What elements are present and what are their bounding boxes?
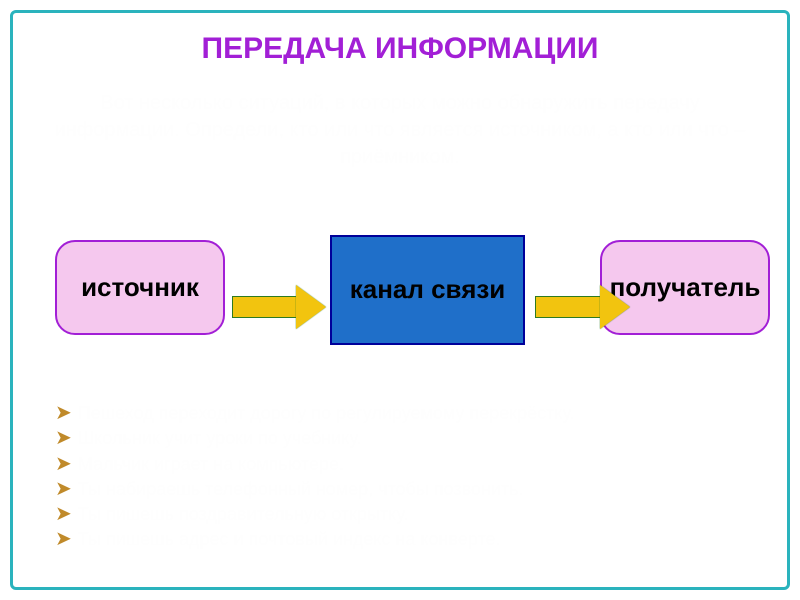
intro-paragraph: Вот несколько ситуаций, в которых можно … xyxy=(50,90,750,171)
chevron-right-icon: ➤ xyxy=(55,401,72,425)
chevron-right-icon: ➤ xyxy=(55,527,72,551)
flow-node-channel: канал связи xyxy=(330,235,525,345)
bullet-text: Мальчик играет на компьютере. xyxy=(78,452,344,476)
bullet-item: ➤Ты пишешь адрес и почтовый индекс на ко… xyxy=(55,527,760,551)
chevron-right-icon: ➤ xyxy=(55,477,72,501)
flow-arrow-1 xyxy=(232,285,326,329)
bullet-text: Пешеход переходит дорогу по регулируемом… xyxy=(78,401,575,425)
bullet-text: Ты пишешь адрес и почтовый индекс на кон… xyxy=(78,527,501,551)
chevron-right-icon: ➤ xyxy=(55,502,72,526)
flow-arrow-2 xyxy=(535,285,630,329)
bullet-item: ➤Ты пишешь поздравительную открытку. xyxy=(55,502,760,526)
chevron-right-icon: ➤ xyxy=(55,426,72,450)
flow-node-source: источник xyxy=(55,240,225,335)
bullet-text: Ты набираешь телефонный номер, чтобы поз… xyxy=(78,477,524,501)
flow-diagram: источникканал связиполучатель xyxy=(40,235,775,375)
chevron-right-icon: ➤ xyxy=(55,452,72,476)
bullet-item: ➤Мальчик играет на компьютере. xyxy=(55,452,760,476)
bullet-item: ➤Школьник учит уроки по учебнику. xyxy=(55,426,760,450)
slide-title: ПЕРЕДАЧА ИНФОРМАЦИИ xyxy=(0,32,800,66)
slide-root: ПЕРЕДАЧА ИНФОРМАЦИИ Вот несколько ситуац… xyxy=(0,0,800,600)
bullet-text: Школьник учит уроки по учебнику. xyxy=(78,426,362,450)
bullet-item: ➤Пешеход переходит дорогу по регулируемо… xyxy=(55,401,760,425)
bullet-text: Ты пишешь поздравительную открытку. xyxy=(78,502,409,526)
bullet-item: ➤Ты набираешь телефонный номер, чтобы по… xyxy=(55,477,760,501)
bullet-list: ➤Пешеход переходит дорогу по регулируемо… xyxy=(55,400,760,553)
